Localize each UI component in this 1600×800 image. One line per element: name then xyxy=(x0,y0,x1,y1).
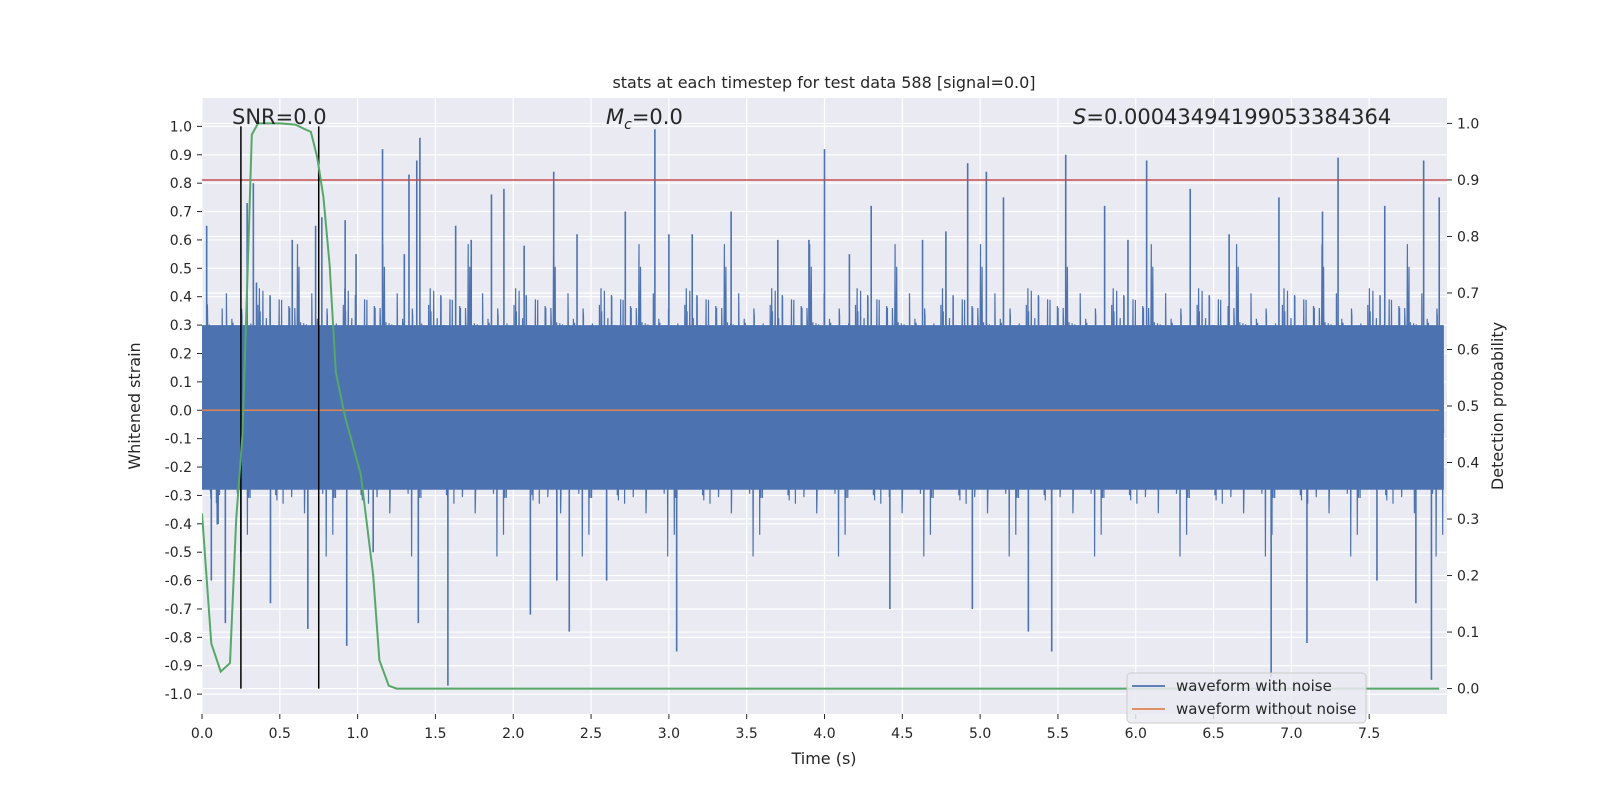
chirp-mass-subscript: c xyxy=(624,117,632,133)
y-left-tick-label: 0.7 xyxy=(170,205,192,221)
statistic-annotation: S=0.00043494199053384364 xyxy=(1073,105,1391,129)
y-left-tick-label: -0.1 xyxy=(165,432,192,448)
y-left-tick-label: -0.7 xyxy=(165,602,192,618)
y-left-tick-label: -0.4 xyxy=(165,517,192,533)
y-left-tick-label: 0.2 xyxy=(170,346,192,362)
y-right-tick-label: 0.3 xyxy=(1457,512,1479,528)
y-left-tick-label: 0.1 xyxy=(170,375,192,391)
detection-probability-line xyxy=(202,122,1440,690)
y-left-tick-label: -0.5 xyxy=(165,545,192,561)
chart-title: stats at each timestep for test data 588… xyxy=(612,73,1035,92)
legend-box xyxy=(1126,672,1367,724)
plot-marks xyxy=(202,122,1447,690)
y-right-tick-label: 0.4 xyxy=(1457,456,1479,472)
y-left-tick-label: -0.3 xyxy=(165,488,192,504)
y-left-tick-label: 1.0 xyxy=(170,119,192,135)
x-tick-label: 4.5 xyxy=(891,726,913,742)
x-tick-label: 0.0 xyxy=(191,726,213,742)
y-right-tick-label: 0.9 xyxy=(1457,173,1479,189)
y-right-tick-label: 0.8 xyxy=(1457,229,1479,245)
y-left-tick-label: 0.9 xyxy=(170,148,192,164)
y-left-tick-label: -0.8 xyxy=(165,630,192,646)
x-tick-label: 6.0 xyxy=(1125,726,1147,742)
y-left-tick-label: 0.0 xyxy=(170,403,192,419)
x-tick-label: 3.5 xyxy=(736,726,758,742)
x-tick-label: 5.5 xyxy=(1047,726,1069,742)
y-left-tick-label: 0.8 xyxy=(170,176,192,192)
y-right-tick-label: 0.7 xyxy=(1457,286,1479,302)
x-tick-label: 2.5 xyxy=(580,726,602,742)
y-right-ticks: 1.0 0.9 0.8 0.7 0.6 0.5 0.4 0.3 0.2 0.1 0.0 xyxy=(1447,116,1479,698)
x-tick-label: 7.0 xyxy=(1280,726,1302,742)
chirp-mass-value: =0.0 xyxy=(632,105,683,129)
y-right-tick-label: 0.6 xyxy=(1457,342,1479,358)
x-tick-label: 7.5 xyxy=(1358,726,1380,742)
y-left-tick-label: -1.0 xyxy=(165,687,192,703)
y-left-tick-label: 0.6 xyxy=(170,233,192,249)
y-left-tick-label: -0.9 xyxy=(165,659,192,675)
legend: waveform with noise waveform without noi… xyxy=(1126,672,1367,724)
x-tick-label: 2.0 xyxy=(502,726,524,742)
chirp-mass-annotation: Mc=0.0 xyxy=(606,105,683,133)
y-left-axis-label: Whitened strain xyxy=(125,342,144,469)
x-tick-label: 4.0 xyxy=(813,726,835,742)
x-tick-label: 1.0 xyxy=(346,726,368,742)
legend-label-noisy: waveform with noise xyxy=(1176,677,1332,695)
y-left-tick-label: 0.5 xyxy=(170,261,192,277)
chirp-mass-symbol: M xyxy=(606,105,624,129)
noisy-waveform-band xyxy=(202,325,1444,490)
statistic-value: =0.00043494199053384364 xyxy=(1086,105,1391,129)
x-tick-label: 0.5 xyxy=(269,726,291,742)
legend-label-clean: waveform without noise xyxy=(1176,700,1356,718)
y-right-axis-label: Detection probability xyxy=(1488,322,1507,490)
x-ticks: 0.0 0.5 1.0 1.5 2.0 2.5 3.0 3.5 4.0 4.5 5.0 5.5 6.0 6… xyxy=(191,714,1380,742)
y-right-tick-label: 1.0 xyxy=(1457,116,1479,132)
y-left-tick-label: 0.4 xyxy=(170,290,192,306)
x-tick-label: 3.0 xyxy=(658,726,680,742)
y-left-tick-label: -0.2 xyxy=(165,460,192,476)
y-right-tick-label: 0.0 xyxy=(1457,682,1479,698)
y-right-tick-label: 0.1 xyxy=(1457,625,1479,641)
x-tick-label: 6.5 xyxy=(1202,726,1224,742)
y-left-tick-label: -0.6 xyxy=(165,574,192,590)
snr-annotation: SNR=0.0 xyxy=(232,105,327,129)
statistic-symbol: S xyxy=(1073,105,1086,129)
y-right-tick-label: 0.2 xyxy=(1457,569,1479,585)
x-tick-label: 1.5 xyxy=(424,726,446,742)
y-left-ticks: 1.0 0.9 0.8 0.7 0.6 0.5 0.4 0.3 0.2 0.1 0.0 -0.1 -0.… xyxy=(165,119,202,703)
y-right-tick-label: 0.5 xyxy=(1457,399,1479,415)
x-axis-label: Time (s) xyxy=(790,749,856,768)
x-tick-label: 5.0 xyxy=(969,726,991,742)
y-left-tick-label: 0.3 xyxy=(170,318,192,334)
